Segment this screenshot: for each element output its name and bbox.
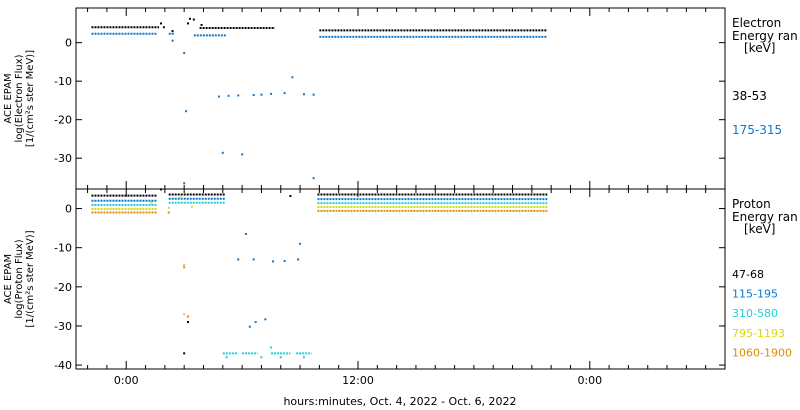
panel-proton-frame [75, 188, 726, 370]
electron-data-point [183, 52, 186, 55]
proton-data-point [270, 346, 273, 349]
proton-legend-entry: 115-195 [732, 288, 778, 301]
x-axis-title: hours:minutes, Oct. 4, 2022 - Oct. 6, 20… [283, 395, 516, 408]
proton-data-point [254, 321, 257, 324]
proton-data-point [187, 321, 190, 324]
electron-legend-title: Electron [732, 16, 781, 30]
proton-data-point [272, 260, 275, 263]
electron-y-tick-label: -10 [54, 75, 72, 88]
proton-data-point [187, 315, 190, 318]
electron-data-point [171, 39, 174, 42]
electron-data-point [291, 76, 294, 79]
electron-data-point [185, 110, 188, 113]
electron-y-tick-label: -30 [54, 152, 72, 165]
proton-data-point [225, 356, 228, 359]
electron-data-point [221, 151, 224, 154]
proton-y-tick-label: -20 [54, 281, 72, 294]
electron-y-tick-label: 0 [65, 37, 72, 50]
proton-y-tick-label: 0 [65, 203, 72, 216]
proton-data-point [252, 258, 255, 261]
electron-legend-subtitle: Energy ran [732, 29, 798, 43]
electron-data-point [283, 92, 286, 95]
x-tick-label: 0:00 [577, 374, 602, 387]
proton-data-point [150, 201, 153, 204]
proton-data-point [183, 352, 186, 355]
proton-data-point [248, 325, 251, 328]
proton-data-point [159, 188, 162, 191]
electron-data-point [188, 17, 191, 20]
proton-data-point [167, 206, 170, 209]
proton-data-point [183, 313, 186, 316]
proton-data-point [244, 233, 247, 235]
panel-electron-frame [75, 7, 726, 190]
electron-y-tick-label: -20 [54, 114, 72, 127]
proton-data-point [289, 195, 292, 198]
electron-data-point [252, 94, 255, 97]
proton-legend-entry: 795-1193 [732, 327, 785, 340]
proton-data-point [264, 318, 267, 321]
electron-data-point [187, 22, 190, 25]
electron-data-point [171, 30, 174, 33]
electron-data-point [183, 182, 186, 185]
electron-data-point [312, 177, 315, 180]
proton-legend-subtitle: Energy ran [732, 210, 798, 224]
electron-legend-entry: 175-315 [732, 123, 782, 137]
x-tick-label: 0:00 [114, 374, 139, 387]
electron-data-point [312, 93, 315, 96]
electron-data-point [200, 23, 203, 26]
proton-legend-entry: 310-580 [732, 307, 778, 320]
proton-legend-unit: [keV] [744, 222, 775, 236]
electron-legend-unit: [keV] [744, 41, 775, 55]
electron-data-point [260, 93, 263, 96]
electron-data-point [217, 95, 220, 98]
proton-legend-title: Proton [732, 197, 771, 211]
proton-y-axis-title-line: ACE EPAM [3, 254, 14, 304]
proton-y-axis-title-line: log(Proton Flux) [14, 239, 25, 318]
proton-data-point [283, 260, 286, 262]
x-tick-label: 12:00 [342, 374, 374, 387]
proton-data-point [183, 263, 186, 266]
proton-legend-entry: 1060-1900 [732, 346, 792, 359]
electron-y-axis-title-line: ACE EPAM [3, 73, 14, 123]
electron-data-point [227, 94, 230, 97]
proton-data-point [302, 356, 305, 359]
electron-data-point [270, 92, 273, 95]
proton-data-point [183, 266, 186, 269]
proton-data-point [190, 205, 193, 208]
proton-data-point [179, 196, 182, 199]
proton-data-point [299, 242, 302, 245]
proton-y-tick-label: -10 [54, 242, 72, 255]
proton-data-point [237, 258, 240, 261]
proton-data-point [260, 356, 263, 359]
proton-legend-entry: 47-68 [732, 268, 764, 281]
electron-legend-entry: 38-53 [732, 89, 767, 103]
proton-data-point [297, 258, 300, 261]
proton-data-point [167, 211, 170, 214]
proton-y-tick-label: -40 [54, 359, 72, 372]
electron-y-axis-title-line: [1/(cm²s ster MeV)] [25, 50, 36, 147]
electron-data-point [237, 94, 240, 97]
proton-y-axis-title-line: [1/(cm²s ster MeV)] [25, 230, 36, 327]
electron-data-point [159, 22, 162, 25]
electron-data-point [241, 153, 244, 156]
electron-data-point [302, 93, 305, 96]
proton-y-tick-label: -30 [54, 320, 72, 333]
proton-data-point [279, 356, 282, 359]
electron-y-axis-title-line: log(Electron Flux) [14, 54, 25, 142]
electron-data-point [192, 18, 195, 21]
